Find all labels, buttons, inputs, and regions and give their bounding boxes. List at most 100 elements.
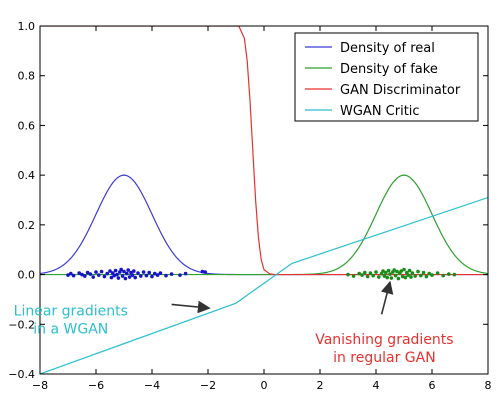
- series-line-2: [40, 26, 488, 276]
- x-tick-label: 2: [317, 379, 324, 392]
- annotations: Linear gradients in a WGAN Vanishing gradi…: [14, 280, 454, 366]
- sample-point-0: [147, 270, 151, 275]
- sample-point-0: [85, 270, 90, 275]
- annotation-text-1: Vanishing gradients in regular GAN: [315, 332, 453, 366]
- sample-point-0: [158, 271, 163, 275]
- legend-label-3: WGAN Critic: [340, 104, 420, 119]
- sample-point-0: [132, 269, 136, 273]
- sample-point-1: [407, 268, 412, 273]
- sample-point-1: [357, 271, 362, 276]
- sample-point-0: [97, 273, 101, 277]
- sample-point-0: [80, 272, 84, 277]
- sample-point-1: [381, 269, 385, 273]
- sample-point-1: [413, 274, 418, 278]
- sample-point-1: [384, 270, 388, 275]
- sample-point-0: [169, 272, 174, 276]
- sample-point-1: [410, 271, 415, 275]
- sample-point-1: [385, 275, 390, 280]
- sample-point-1: [392, 268, 397, 272]
- sample-point-1: [386, 268, 391, 273]
- sample-point-1: [421, 270, 426, 275]
- sample-point-0: [183, 271, 188, 276]
- x-tick-label: −8: [32, 379, 48, 392]
- y-tick-label: −0.4: [8, 368, 35, 381]
- sample-point-0: [108, 269, 112, 273]
- sample-point-0: [83, 274, 87, 278]
- sample-point-0: [77, 271, 81, 275]
- sample-point-0: [144, 273, 149, 278]
- sample-point-1: [374, 270, 378, 274]
- annotation-arrow-1: [380, 280, 394, 315]
- annotation-arrow-0: [171, 300, 211, 314]
- x-tick-label: −4: [144, 379, 160, 392]
- legend: Density of real Density of fake GAN Discri…: [294, 32, 479, 122]
- sample-point-0: [120, 274, 125, 278]
- sample-point-1: [430, 273, 434, 277]
- sample-point-1: [389, 276, 394, 280]
- sample-point-0: [133, 275, 137, 280]
- sample-point-0: [115, 272, 119, 277]
- sample-point-1: [400, 274, 405, 279]
- sample-point-0: [66, 273, 70, 277]
- sample-point-1: [409, 275, 413, 279]
- sample-point-1: [363, 270, 367, 275]
- sample-point-0: [88, 272, 93, 276]
- sample-point-0: [200, 269, 205, 274]
- y-axis: −0.4 −0.2 0.0 0.2 0.4 0.6 0.8 1.0: [8, 20, 488, 381]
- sample-point-0: [141, 270, 146, 274]
- sample-point-0: [91, 275, 95, 279]
- sample-point-0: [94, 270, 98, 274]
- y-tick-label: 0.4: [18, 169, 36, 182]
- y-tick-label: 1.0: [18, 20, 36, 33]
- sample-point-0: [71, 273, 76, 278]
- x-tick-label: −6: [88, 379, 104, 392]
- sample-point-1: [393, 273, 398, 278]
- sample-point-0: [116, 276, 121, 280]
- y-tick-label: −0.2: [8, 318, 35, 331]
- sample-point-1: [396, 276, 401, 281]
- y-tick-label: 0.2: [18, 219, 36, 232]
- annotation-text-0: Linear gradients in a WGAN: [14, 304, 128, 338]
- sample-point-0: [178, 273, 182, 277]
- sample-point-1: [447, 272, 451, 276]
- x-tick-label: −2: [200, 379, 216, 392]
- sample-point-1: [368, 271, 373, 275]
- sample-point-0: [139, 274, 143, 278]
- sample-point-1: [441, 273, 446, 278]
- sample-point-1: [351, 274, 356, 278]
- series-line-3: [40, 196, 488, 374]
- sample-point-0: [122, 269, 126, 274]
- sample-point-0: [113, 268, 118, 273]
- legend-label-0: Density of real: [340, 41, 435, 56]
- sample-point-0: [164, 273, 168, 278]
- sample-point-1: [416, 269, 420, 274]
- sample-point-1: [419, 273, 423, 278]
- sample-point-1: [395, 269, 399, 274]
- sample-point-0: [155, 273, 160, 277]
- sample-point-1: [452, 272, 457, 277]
- sample-point-0: [203, 270, 207, 274]
- sample-point-0: [102, 274, 107, 279]
- sample-point-0: [153, 271, 157, 276]
- sample-point-1: [402, 267, 406, 272]
- sample-point-1: [427, 271, 432, 276]
- x-axis: −8 −6 −4 −2 0 2 4 6 8: [32, 26, 492, 392]
- sample-point-1: [377, 275, 381, 279]
- legend-box: [294, 32, 479, 122]
- sample-point-0: [109, 275, 114, 280]
- sample-point-1: [435, 271, 440, 275]
- sample-point-1: [382, 274, 387, 278]
- sample-point-1: [406, 273, 411, 277]
- sample-point-1: [371, 273, 376, 278]
- x-tick-label: 4: [373, 379, 380, 392]
- sample-point-0: [125, 271, 129, 276]
- sample-point-0: [123, 276, 128, 281]
- sample-point-0: [105, 271, 109, 276]
- sample-point-1: [388, 272, 392, 276]
- sample-point-0: [99, 269, 104, 274]
- sample-point-0: [119, 267, 123, 272]
- sample-points: [66, 267, 457, 281]
- sample-point-0: [126, 268, 130, 272]
- sample-point-0: [150, 274, 154, 279]
